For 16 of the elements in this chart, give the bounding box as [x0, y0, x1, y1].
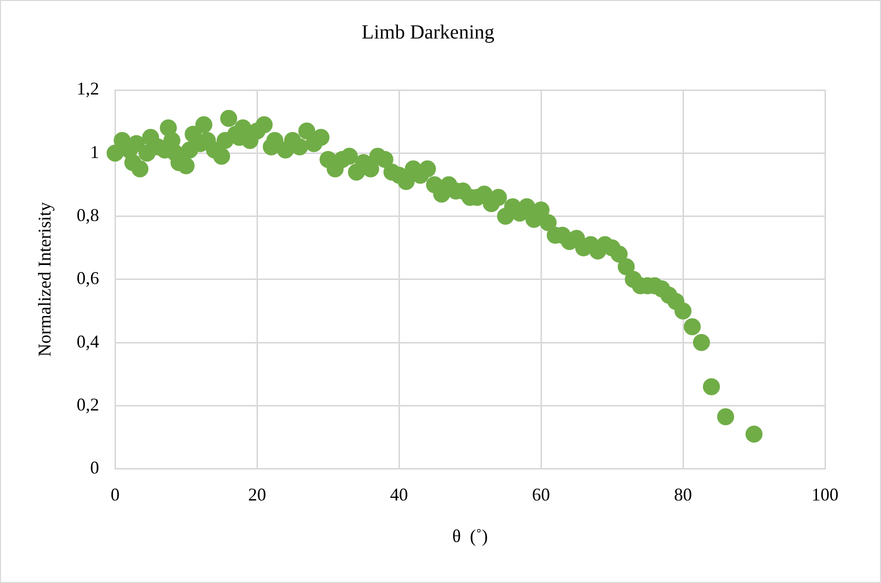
- y-tick-label: 1: [90, 142, 100, 162]
- chart-title: Limb Darkening: [362, 21, 494, 44]
- y-axis-title: Normalized Interisity: [34, 202, 55, 357]
- y-tick-label: 0: [90, 458, 100, 478]
- x-tick-label: 40: [390, 484, 408, 504]
- y-tick-label: 0,8: [76, 205, 100, 225]
- x-tick-label: 20: [248, 484, 266, 504]
- x-tick-label: 0: [110, 484, 120, 504]
- x-tick-label: 80: [674, 484, 692, 504]
- x-axis-title: θ (˚): [452, 526, 488, 546]
- y-tick-label: 1,2: [76, 78, 100, 99]
- x-tick-label: 100: [812, 484, 838, 504]
- y-tick-label: 0,4: [76, 331, 100, 352]
- y-tick-label: 0,6: [76, 268, 100, 288]
- y-tick-label: 0,2: [76, 394, 100, 414]
- x-tick-label: 60: [532, 484, 550, 504]
